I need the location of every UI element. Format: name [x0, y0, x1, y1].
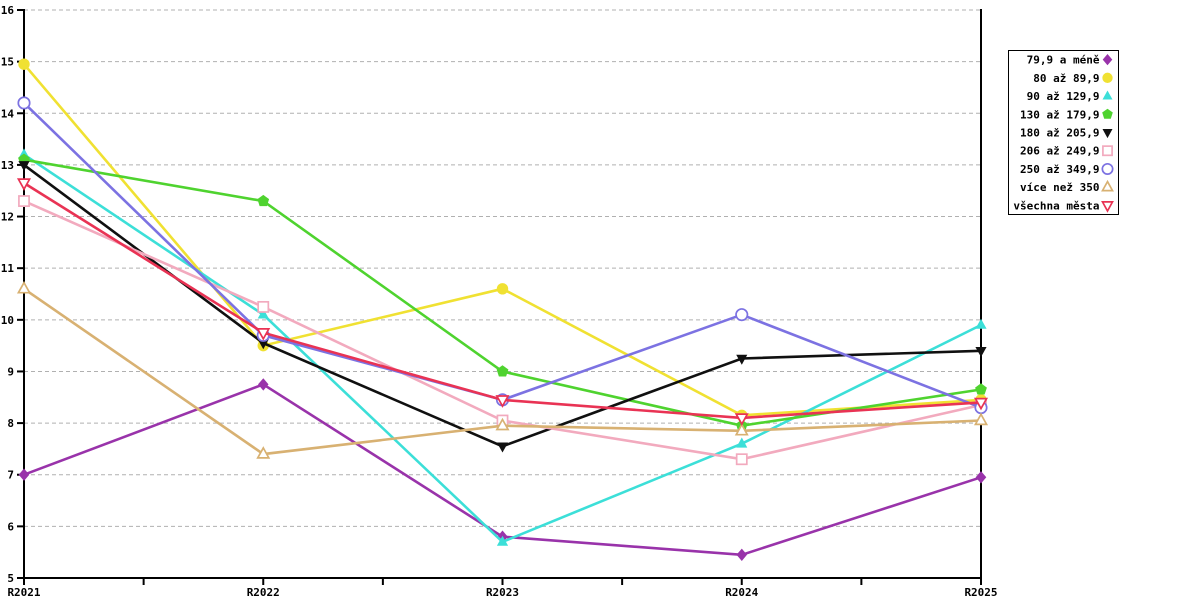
data-point-marker [975, 318, 987, 329]
y-tick-label: 11 [1, 262, 15, 275]
x-tick-label: R2023 [486, 586, 519, 599]
data-point-marker [18, 58, 30, 70]
data-point-marker [495, 417, 510, 431]
data-point-marker [258, 378, 269, 391]
y-tick-label: 8 [7, 417, 14, 430]
legend-item-marker [1102, 54, 1113, 66]
legend-item-marker [1102, 72, 1113, 83]
x-tick-label: R2024 [725, 586, 758, 599]
data-point-marker [973, 397, 989, 411]
data-point-marker [734, 413, 749, 426]
legend-item-label: 180 až 205,9 [1020, 127, 1099, 140]
legend-item-label: 79,9 a méně [1027, 54, 1100, 67]
data-point-marker [975, 383, 987, 395]
x-tick-label: R2022 [247, 586, 280, 599]
data-point-marker [16, 178, 32, 191]
data-point-marker [975, 471, 987, 484]
data-point-marker [973, 412, 989, 426]
legend-item-label: všechna města [1013, 199, 1099, 212]
data-point-marker [735, 453, 748, 466]
data-point-marker [257, 339, 269, 350]
data-point-marker [736, 437, 748, 448]
legend-item-marker [1101, 179, 1114, 192]
data-point-marker [496, 365, 509, 377]
data-point-marker [495, 395, 510, 408]
data-point-marker [17, 96, 31, 110]
legend-item-label: 80 až 89,9 [1033, 72, 1099, 85]
legend-item-marker [1101, 201, 1114, 213]
legend-item-marker [1102, 145, 1113, 157]
legend-box [1008, 50, 1119, 215]
data-point-marker [257, 308, 269, 319]
data-point-marker [734, 422, 749, 436]
legend-item-marker [1102, 108, 1113, 119]
y-tick-label: 14 [1, 107, 15, 120]
legend-item-label: 206 až 249,9 [1020, 145, 1099, 158]
legend-item-label: 250 až 349,9 [1020, 163, 1099, 176]
data-point-marker [256, 328, 271, 341]
y-tick-label: 12 [1, 211, 14, 224]
series-line [23, 181, 982, 420]
data-point-marker [257, 194, 270, 207]
data-point-marker [736, 354, 748, 365]
data-point-marker [496, 442, 509, 453]
data-point-marker [257, 300, 270, 313]
legend-item-label: 130 až 179,9 [1020, 108, 1099, 121]
data-point-marker [18, 161, 30, 172]
legend-item-label: 90 až 129,9 [1027, 90, 1100, 103]
y-tick-label: 7 [7, 469, 14, 482]
series-line [23, 63, 982, 417]
legend-item-marker [1102, 129, 1113, 139]
data-point-marker [256, 446, 271, 459]
data-point-marker [736, 548, 747, 561]
data-point-marker [18, 195, 30, 207]
x-tick-label: R2025 [964, 586, 997, 599]
y-tick-label: 5 [7, 572, 14, 585]
x-tick-label: R2021 [7, 586, 40, 599]
legend-item-marker [1102, 90, 1113, 100]
y-tick-label: 15 [1, 56, 14, 69]
y-tick-label: 6 [7, 520, 14, 533]
y-tick-label: 10 [1, 314, 14, 327]
data-point-marker [496, 535, 509, 546]
data-point-marker [735, 308, 749, 322]
y-tick-label: 13 [1, 159, 14, 172]
series-line [23, 153, 982, 544]
data-point-marker [975, 347, 987, 357]
y-tick-label: 9 [7, 365, 14, 378]
legend-item-label: více než 350 [1020, 181, 1099, 194]
y-tick-label: 16 [1, 4, 15, 17]
data-point-marker [16, 280, 32, 294]
legend-item-marker [1101, 162, 1114, 175]
data-point-marker [496, 283, 509, 295]
data-point-marker [18, 468, 30, 481]
series-line [23, 101, 982, 409]
